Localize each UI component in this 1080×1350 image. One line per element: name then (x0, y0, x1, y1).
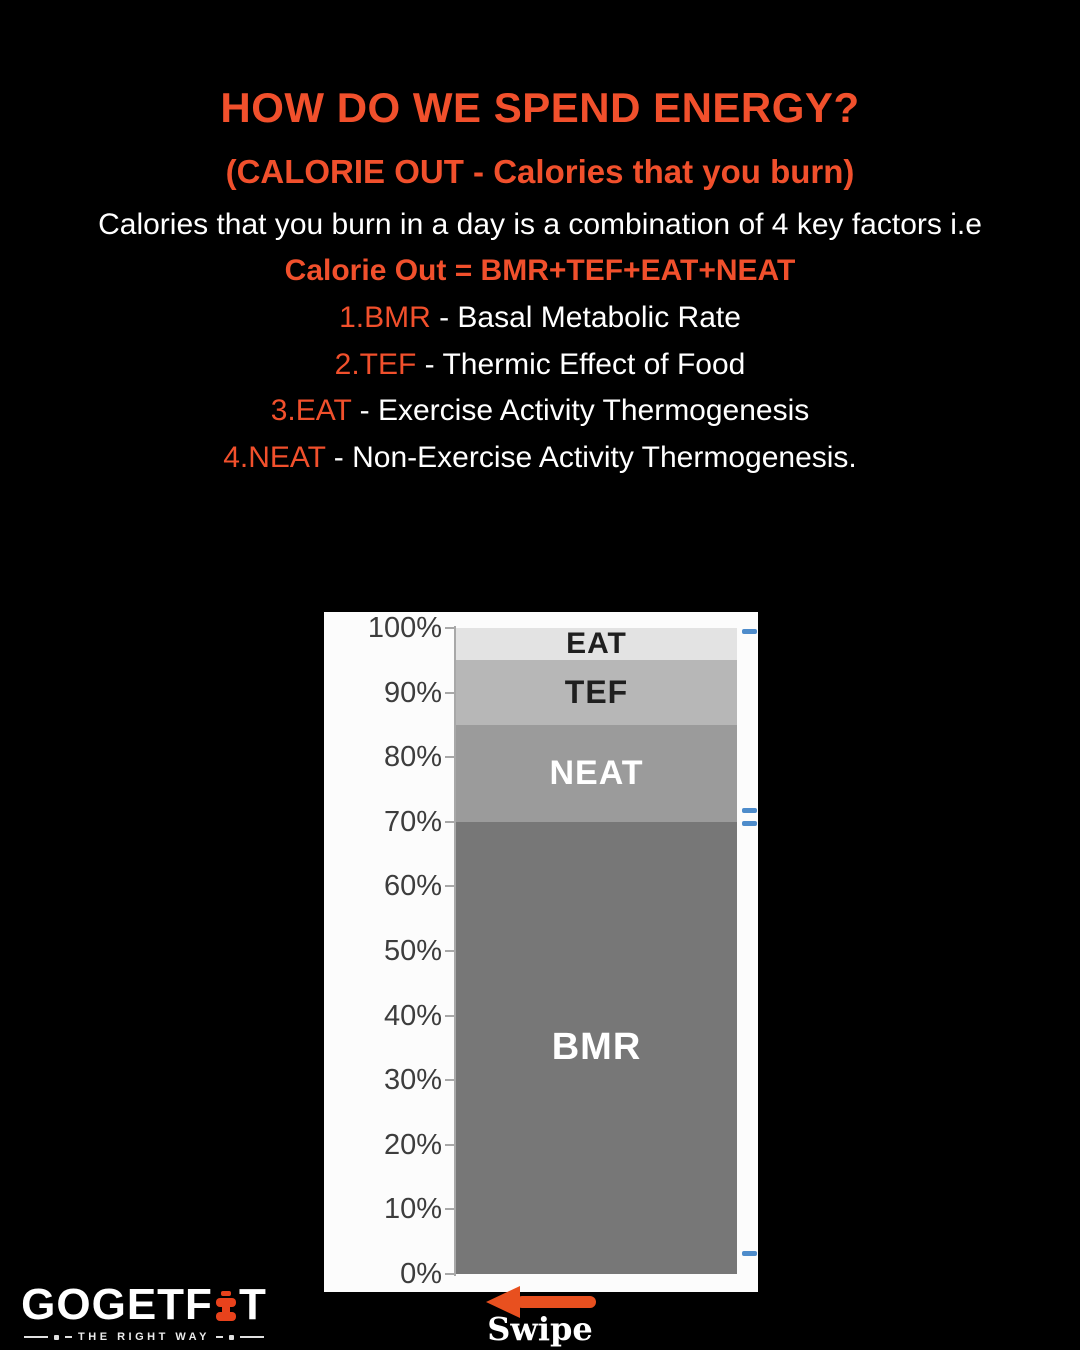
logo-tagline: THE RIGHT WAY (78, 1331, 210, 1343)
formula-text: Calorie Out = BMR+TEF+EAT+NEAT (284, 254, 796, 287)
stacked-bar: EAT TEF NEAT BMR (456, 627, 737, 1274)
y-tick-mark (445, 691, 454, 694)
y-tick-label: 50% (383, 935, 442, 967)
factor-num: 3.EAT (270, 394, 352, 427)
factor-num: 2.TEF (334, 347, 417, 381)
barbell-dash-icon (215, 1336, 223, 1338)
factor-item-neat: 4.NEAT - Non-Exercise Activity Thermogen… (0, 435, 1080, 482)
swipe-label: Swipe (487, 1310, 593, 1348)
factor-item-tef: 2.TEF - Thermic Effect of Food (0, 342, 1080, 389)
factor-num: 4.NEAT (223, 440, 326, 474)
intro-text: Calories that you burn in a day is a com… (98, 208, 982, 241)
y-tick-label: 60% (383, 870, 442, 903)
page-title: HOW DO WE SPEND ENERGY? (220, 84, 860, 131)
barbell-dash-icon (65, 1336, 73, 1338)
gogetfit-logo: GOGETF T THE RIGHT WAY (14, 1282, 274, 1344)
y-tick-mark (445, 885, 454, 888)
excel-artifact-dash (742, 629, 757, 634)
plot-area: EAT TEF NEAT BMR 100% 90% 80% 70% 60% 50% 40% 30% 2… (324, 613, 758, 1289)
excel-artifact-dash (742, 1251, 757, 1256)
y-tick-label: 100% (367, 612, 442, 644)
y-tick-label: 40% (383, 999, 442, 1032)
logo-tagline-row: THE RIGHT WAY (14, 1331, 274, 1343)
barbell-bead-icon (54, 1334, 60, 1340)
y-tick-mark (445, 1143, 454, 1146)
logo-text: GOGETF T (14, 1282, 274, 1328)
bar-segment-tef: TEF (456, 660, 737, 725)
y-tick-label: 10% (383, 1193, 442, 1226)
dumbbell-icon (215, 1287, 236, 1325)
factor-item-eat: 3.EAT - Exercise Activity Thermogenesis (0, 388, 1080, 435)
y-tick-mark (445, 1014, 454, 1017)
y-axis-line (454, 626, 456, 1276)
y-tick-mark (445, 1208, 454, 1211)
energy-stacked-bar-chart: EAT TEF NEAT BMR 100% 90% 80% 70% 60% 50% 40% 30% 2… (324, 612, 758, 1292)
swipe-arrow-icon (516, 1296, 596, 1308)
header: HOW DO WE SPEND ENERGY? (CALORIE OUT - C… (0, 0, 1080, 481)
y-tick-mark (445, 950, 454, 952)
y-tick-mark (445, 1079, 454, 1082)
y-tick-mark (445, 820, 454, 823)
factor-desc: - Non-Exercise Activity Thermogenesis. (325, 440, 857, 474)
factor-desc: - Basal Metabolic Rate (430, 301, 741, 334)
barbell-dash-icon (239, 1336, 264, 1338)
y-tick-label: 90% (383, 676, 442, 709)
factor-item-bmr: 1.BMR - Basal Metabolic Rate (0, 295, 1080, 342)
y-tick-mark (445, 627, 454, 629)
bar-segment-bmr: BMR (456, 821, 737, 1274)
factor-desc: - Exercise Activity Thermogenesis (351, 394, 810, 427)
logo-text-before: GOGETF (21, 1280, 213, 1329)
factors-list: 1.BMR - Basal Metabolic Rate 2.TEF - The… (0, 295, 1080, 481)
barbell-bead-icon (228, 1334, 234, 1340)
y-tick-label: 20% (383, 1128, 442, 1161)
bar-segment-neat: NEAT (456, 724, 737, 822)
y-tick-label: 0% (400, 1258, 442, 1290)
y-tick-label: 70% (383, 805, 442, 838)
factor-num: 1.BMR (339, 301, 431, 334)
excel-artifact-dash (742, 808, 757, 813)
swipe-arrow-icon-head (486, 1286, 520, 1318)
logo-text-after: T (238, 1280, 267, 1329)
bar-segment-eat: EAT (456, 627, 737, 661)
page-subtitle: (CALORIE OUT - Calories that you burn) (225, 153, 855, 190)
y-tick-label: 80% (383, 741, 442, 774)
y-tick-mark (445, 756, 454, 759)
factor-desc: - Thermic Effect of Food (416, 347, 746, 381)
excel-artifact-dash (742, 821, 757, 826)
y-tick-label: 30% (383, 1064, 442, 1097)
y-tick-mark (445, 1273, 454, 1275)
barbell-dash-icon (24, 1336, 49, 1338)
